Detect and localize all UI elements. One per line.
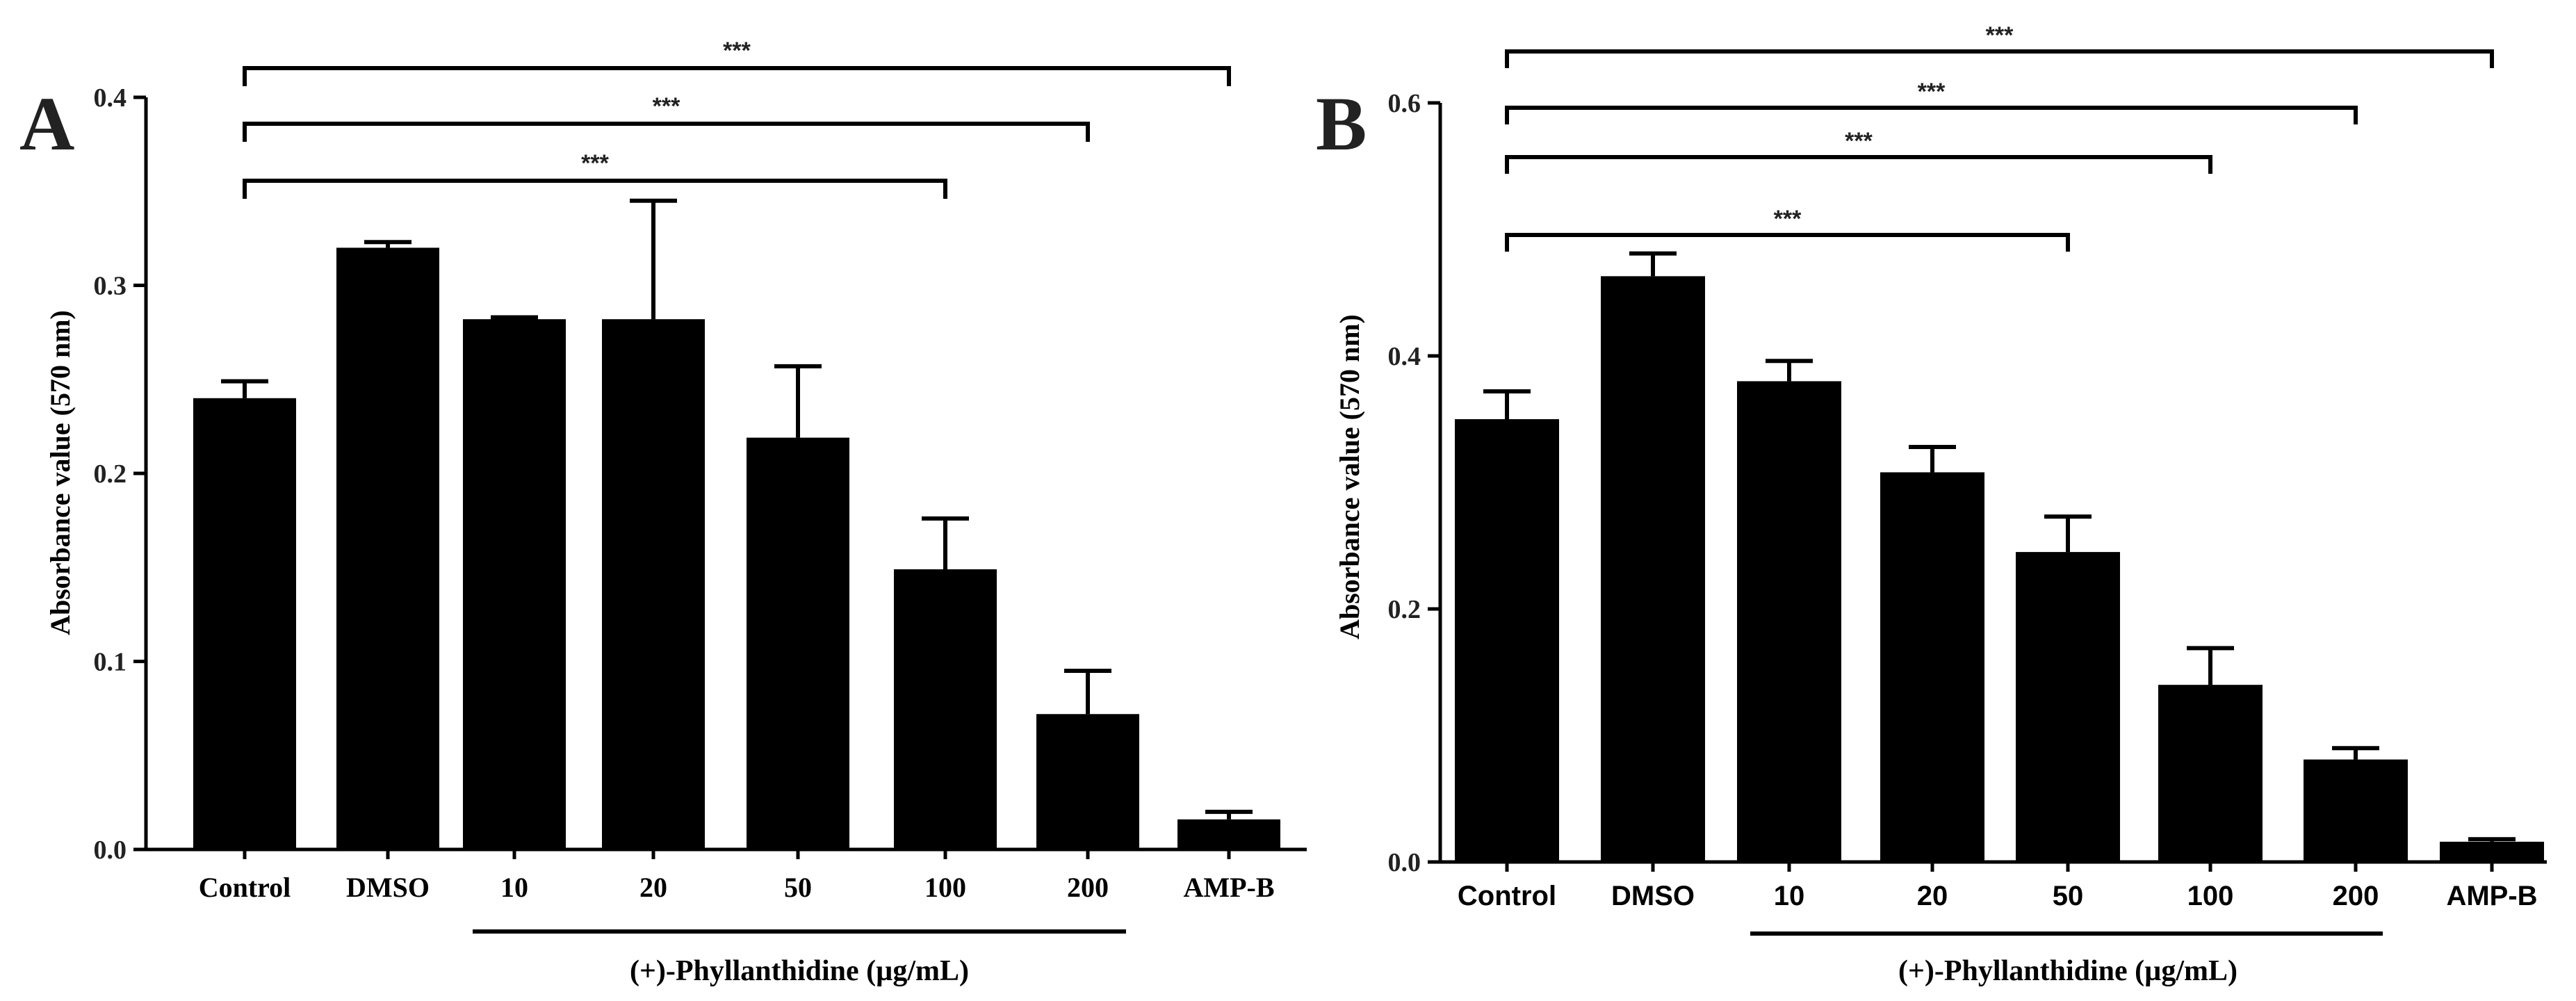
panel-b-x-tick-label: 100 [2187,881,2234,911]
panel-b-significance-bracket [1505,233,2070,252]
panel-a-y-tick-label: 0.0 [94,836,127,865]
panel-a-bar-200 [1036,714,1139,849]
panel-a-significance-label: *** [581,150,609,177]
panel-b-y-axis-label: Absorbance value (570 nm) [1334,314,1365,640]
panel-a-x-tick-label: 10 [500,872,528,903]
panel-b-y-tick-label: 0.6 [1388,89,1421,118]
panel-b-y-tick-label: 0.4 [1388,342,1421,371]
panel-a-y-tick-label: 0.3 [94,272,127,301]
panel-b-y-tick-label: 0.2 [1388,595,1421,624]
panel-a-bar-10 [463,319,566,849]
panel-a-x-tick-label: 100 [924,872,966,903]
panel-a-bar-20 [602,319,705,849]
panel-b-significance-label: *** [1918,79,1946,105]
panel-a-significance-bracket [243,179,947,199]
panel-b-bar-amp-b [2440,841,2544,862]
panel-a-letter: A [19,81,74,166]
panel-a-x-tick-label: 200 [1067,872,1109,903]
panel-b-x-tick-label: Control [1458,881,1556,911]
panel-b-significance-label: *** [1845,128,1873,154]
panel-b-x-tick-label: 10 [1774,881,1805,911]
panel-a-y-tick-label: 0.2 [94,459,127,489]
panel-a-significance-label: *** [723,38,751,64]
panel-a-bar-100 [894,569,997,849]
panel-a-x-tick-label: AMP-B [1183,872,1274,903]
panel-b-x-tick-label: AMP-B [2446,881,2537,911]
panel-b-x-tick-label: 50 [2053,881,2084,911]
panel-b-significance-bracket [1505,155,2212,174]
panel-b-letter: B [1316,81,1367,166]
panel-a-x-tick-label: Control [199,872,291,903]
panel-a-x-tick-label: 20 [639,872,667,903]
panel-b-x-axis-label: (+)-Phyllanthidine (µg/mL) [1898,955,2237,987]
panel-b-bar-200 [2304,759,2408,862]
panel-a-y-tick-label: 0.1 [94,648,127,677]
panel-b-significance-bracket [1505,106,2358,124]
panel-a-x-tick-label: DMSO [346,872,430,903]
panel-a-significance-label: *** [653,93,680,120]
panel-b-significance-label: *** [1986,22,2014,49]
panel-b-bar-10 [1737,381,1841,862]
panel-b-x-tick-label: DMSO [1611,881,1695,911]
panel-a-y-tick-label: 0.4 [94,83,127,113]
panel-b-bar-50 [2016,552,2120,862]
panel-b-x-tick-label: 200 [2333,881,2379,911]
panel-a-bar-control [193,398,296,849]
panel-a-x-axis-label: (+)-Phyllanthidine (µg/mL) [630,955,969,987]
panel-a-x-tick-label: 50 [784,872,812,903]
panel-b-bar-100 [2158,685,2263,862]
panel-b-bar-dmso [1601,276,1705,863]
panel-a-bar-dmso [336,247,439,849]
panel-a-bar-amp-b [1177,819,1280,849]
panel-b-bar-control [1455,419,1559,862]
panel-b-bar-20 [1880,472,1984,862]
panel-a-significance-bracket [243,66,1231,86]
panel-b-significance-bracket [1505,49,2494,68]
panel-b-x-tick-label: 20 [1917,881,1948,911]
panel-a-significance-bracket [243,122,1090,142]
panel-a-bar-50 [747,437,849,849]
panel-a-y-axis-label: Absorbance value (570 nm) [44,310,76,635]
panel-b-y-tick-label: 0.0 [1388,848,1421,877]
panel-b-significance-label: *** [1774,206,1802,232]
